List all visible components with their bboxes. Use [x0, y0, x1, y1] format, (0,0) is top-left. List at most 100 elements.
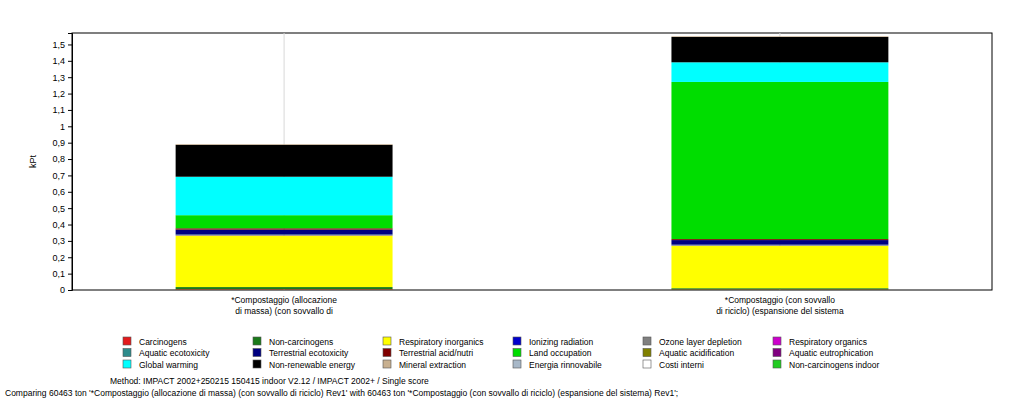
y-tick-label: 0,5 — [52, 204, 65, 214]
y-tick-label: 1,1 — [52, 105, 65, 115]
bar-segment — [176, 144, 393, 145]
legend-swatch — [773, 360, 781, 368]
bar-segment — [671, 36, 888, 37]
legend-label: Non-carcinogens indoor — [789, 360, 879, 370]
bar-segment — [176, 144, 393, 145]
y-tick-mark — [68, 77, 72, 78]
y-axis-line — [68, 34, 73, 291]
legend-label: Ionizing radiation — [529, 337, 594, 347]
y-tick-mark — [68, 225, 72, 226]
bar-segment — [671, 37, 888, 62]
y-tick-label: 0,7 — [52, 171, 65, 181]
y-tick-label: 0,2 — [52, 253, 65, 263]
y-tick-mark — [68, 110, 72, 111]
y-tick-mark — [68, 290, 72, 291]
annotation: Method: IMPACT 2002+250215 150415 indoor… — [110, 376, 429, 386]
y-tick-mark — [68, 143, 72, 144]
bar-segment — [176, 228, 393, 229]
y-tick-label: 1,5 — [52, 40, 65, 50]
bar-segment — [176, 235, 393, 236]
y-tick-mark — [68, 241, 72, 242]
y-tick: 1 — [60, 122, 72, 132]
legend-swatch — [643, 337, 651, 345]
legend-swatch — [513, 360, 521, 368]
y-tick-mark — [68, 274, 72, 275]
bar-segment — [671, 62, 888, 82]
y-axis-title: kPt — [28, 155, 38, 169]
legend-swatch — [773, 349, 781, 357]
bar-segment — [671, 289, 888, 290]
bar-segment — [176, 230, 393, 235]
y-tick: 1,5 — [52, 40, 72, 50]
bar-segment — [176, 177, 393, 215]
legend-swatch — [383, 337, 391, 345]
legend-swatch — [643, 349, 651, 357]
bars — [176, 36, 889, 290]
legend-swatch — [513, 349, 521, 357]
legend-label: Non-carcinogens — [269, 337, 333, 347]
y-tick-label: 0,3 — [52, 236, 65, 246]
chart: 00,10,20,30,40,50,60,70,80,911,11,21,31,… — [0, 0, 1024, 416]
bar-segment — [671, 36, 888, 37]
legend-label: Global warming — [139, 360, 198, 370]
y-tick-label: 1,3 — [52, 73, 65, 83]
y-tick-mark — [68, 44, 72, 45]
bar-segment — [176, 287, 393, 289]
bar-segment — [671, 240, 888, 245]
y-tick: 0 — [60, 285, 72, 295]
legend-label: Energia rinnovabile — [529, 360, 602, 370]
x-tick-label: *Compostaggio (con sovvallodi riciclo) (… — [716, 295, 844, 316]
y-tick: 1,4 — [52, 56, 72, 66]
legend-swatch — [253, 337, 261, 345]
legend-swatch — [123, 337, 131, 345]
legend-label: Respiratory organics — [789, 337, 867, 347]
y-tick: 0,8 — [52, 154, 72, 164]
plot-frame — [72, 33, 992, 290]
legend-label: Terrestrial acid/nutri — [399, 348, 473, 358]
legend-label: Mineral extraction — [399, 360, 466, 370]
y-tick: 0,6 — [52, 187, 72, 197]
legend-label: Costi interni — [659, 360, 704, 370]
bar-segment — [176, 234, 393, 235]
y-tick-mark — [68, 61, 72, 62]
annotation: Comparing 60463 ton '*Compostaggio (allo… — [5, 388, 678, 398]
y-tick: 0,2 — [52, 253, 72, 263]
legend-swatch — [643, 360, 651, 368]
y-tick: 0,9 — [52, 138, 72, 148]
legend-label: Respiratory inorganics — [399, 337, 484, 347]
y-tick: 0,5 — [52, 204, 72, 214]
y-tick-mark — [68, 175, 72, 176]
legend-label: Aquatic eutrophication — [789, 348, 873, 358]
bar-segment — [671, 36, 888, 38]
y-tick-label: 1 — [60, 122, 65, 132]
legend-label: Land occupation — [529, 348, 592, 358]
legend-label: Non-renewable energy — [269, 360, 356, 370]
legend-swatch — [513, 337, 521, 345]
y-tick-mark — [68, 126, 72, 127]
y-tick: 1,2 — [52, 89, 72, 99]
y-tick: 1,3 — [52, 73, 72, 83]
y-axis: 00,10,20,30,40,50,60,70,80,911,11,21,31,… — [52, 34, 72, 296]
legend: Carcinogens Non-carcinogens Respiratory in… — [123, 337, 879, 370]
y-tick: 0,4 — [52, 220, 72, 230]
y-tick-label: 0 — [60, 285, 65, 295]
y-tick-label: 0,4 — [52, 220, 65, 230]
y-tick-label: 1,2 — [52, 89, 65, 99]
legend-swatch — [383, 349, 391, 357]
legend-swatch — [253, 349, 261, 357]
y-tick-label: 0,9 — [52, 138, 65, 148]
legend-label: Aquatic ecotoxicity — [139, 348, 210, 358]
legend-swatch — [383, 360, 391, 368]
bar-segment — [671, 36, 888, 37]
y-tick: 1,1 — [52, 105, 72, 115]
y-tick: 0,7 — [52, 171, 72, 181]
bar-segment — [176, 215, 393, 228]
bar-segment — [671, 246, 888, 289]
y-tick-label: 0,8 — [52, 154, 65, 164]
legend-label: Carcinogens — [139, 337, 187, 347]
legend-swatch — [773, 337, 781, 345]
y-tick: 0,3 — [52, 236, 72, 246]
y-tick-mark — [68, 192, 72, 193]
y-tick-mark — [68, 159, 72, 160]
legend-swatch — [253, 360, 261, 368]
